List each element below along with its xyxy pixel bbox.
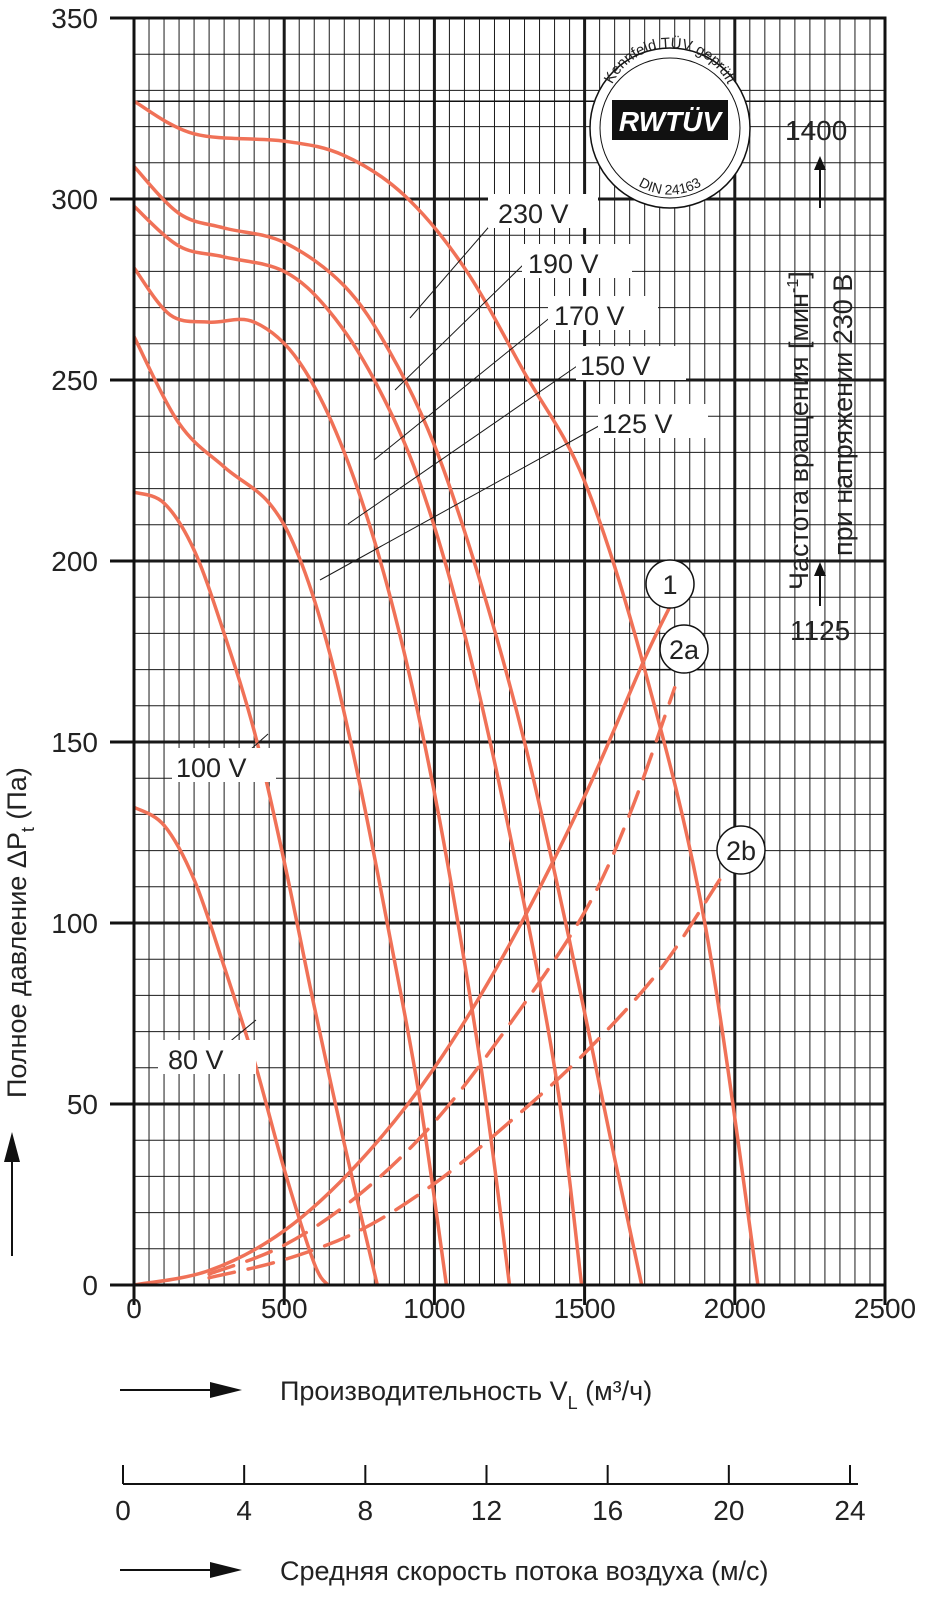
y-tick-label: 350 [51,3,98,34]
series-line-1 [134,595,677,1285]
speed-axis-label: Средняя скорость потока воздуха (м/с) [280,1556,769,1586]
x-tick-label: 500 [261,1293,308,1324]
axis-ticks [110,16,887,1305]
plot-frame [132,16,887,1287]
x-tick-label: 1500 [553,1293,615,1324]
y-tick-label: 300 [51,184,98,215]
y-tick-label: 200 [51,546,98,577]
speed-tick-label: 0 [115,1495,131,1526]
curve-label-125v: 125 V [602,409,673,439]
svg-text:1: 1 [662,570,677,600]
speed-axis: 0 4 8 12 16 20 24 Средняя скорость потока возд… [115,1465,866,1586]
series-line-80v [134,805,330,1285]
curve-label-230v: 230 V [498,199,569,229]
x-tick-label: 2500 [854,1293,916,1324]
rpm-axis-label-line2: при напряжении 230 В [828,274,858,556]
y-tick-label: 0 [82,1270,98,1301]
circle-label-2b: 2b [716,825,766,875]
y-tick-label: 50 [67,1089,98,1120]
speed-tick-label: 24 [834,1495,865,1526]
rpm-axis-label: Частота вращения [мин-1] [784,271,814,590]
speed-tick-label: 8 [358,1495,374,1526]
svg-text:2a: 2a [669,635,700,665]
curve-label-150v: 150 V [580,351,651,381]
y-tick-label: 100 [51,908,98,939]
curve-label-170v: 170 V [554,301,625,331]
series-line-2b [207,877,722,1280]
svg-text:Производительность VL (м³/ч): Производительность VL (м³/ч) [280,1376,652,1413]
series-line-150v [134,266,512,1285]
series-line-190v [134,164,644,1285]
tuv-certification-stamp: Kennfeld TÜV geprüft RWTÜV DIN 24163 [589,34,751,209]
speed-tick-label: 12 [471,1495,502,1526]
series-line-100v [134,490,380,1285]
curve-label-100v: 100 V [176,753,247,783]
curve-label-leaders [209,213,607,1059]
curve-label-80v: 80 V [168,1045,224,1075]
rpm-top-value: 1400 [785,115,847,146]
speed-tick-label: 4 [236,1495,252,1526]
stamp-bottom-text: DIN 24163 [637,174,704,198]
x-tick-label: 1000 [403,1293,465,1324]
circle-label-1: 1 [645,559,695,609]
performance-curves [134,99,760,1285]
y-tick-label: 250 [51,365,98,396]
svg-text:2b: 2b [726,836,756,866]
stamp-logo: RWTÜV [619,106,723,137]
rpm-axis: 1400 1125 Частота вращения [мин-1] при н… [784,115,858,646]
curve-label-190v: 190 V [528,249,599,279]
circle-label-2a: 2a [659,624,709,674]
y-axis-label: Полное давление ΔPt (Па) [2,767,38,1256]
speed-tick-label: 16 [592,1495,623,1526]
series-line-230v [134,99,760,1285]
svg-text:Полное давление ΔPt (Па): Полное давление ΔPt (Па) [2,767,38,1098]
speed-tick-label: 20 [713,1495,744,1526]
x-tick-label: 2000 [704,1293,766,1324]
y-tick-labels: 0 50 100 150 200 250 300 350 [51,3,98,1301]
x-tick-label: 0 [126,1293,142,1324]
rpm-bottom-value: 1125 [790,615,850,646]
series-line-170v [134,204,584,1285]
stamp-logo-box [612,100,728,140]
series-line-2a [207,685,677,1276]
circle-labels: 1 2a 2b [645,559,766,875]
y-tick-label: 150 [51,727,98,758]
curve-labels: 230 V 190 V 170 V 150 V 125 V 100 V 80 V [158,194,708,1075]
x-axis-label: Производительность VL (м³/ч) [120,1376,652,1413]
x-tick-labels: 0 500 1000 1500 2000 2500 [126,1293,916,1324]
series-line-125v [134,334,449,1285]
